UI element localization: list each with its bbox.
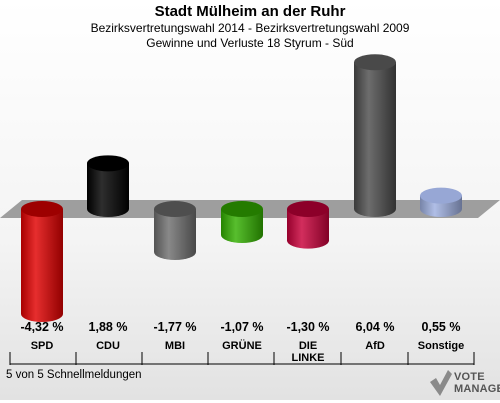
category-axis <box>9 352 475 365</box>
chart-header: Stadt Mülheim an der Ruhr Bezirksvertret… <box>0 2 500 51</box>
category-label-sonstige: Sonstige <box>418 340 464 352</box>
value-label-mbi: -1,77 % <box>153 320 196 334</box>
category-label-mbi: MBI <box>165 340 185 352</box>
chart-title: Stadt Mülheim an der Ruhr <box>154 3 346 20</box>
value-label-grüne: -1,07 % <box>220 320 263 334</box>
category-label-spd: SPD <box>31 340 54 352</box>
bars-group <box>21 54 462 322</box>
bar-grüne <box>221 201 263 244</box>
chart-subtitle-district: Gewinne und Verluste 18 Styrum - Süd <box>146 36 354 50</box>
value-label-spd: -4,32 % <box>20 320 63 334</box>
checkmark-logo-icon <box>430 370 452 396</box>
bar-die-linke <box>287 201 329 249</box>
bar-spd <box>21 201 63 322</box>
labels-group: -4,32 % SPD 1,88 % CDU -1,77 % MBI -1,07 % GRÜN… <box>20 320 464 364</box>
category-label-cdu: CDU <box>96 340 120 352</box>
bar-mbi <box>154 201 196 261</box>
value-label-cdu: 1,88 % <box>89 320 128 334</box>
chart-subtitle-election: Bezirksvertretungswahl 2014 - Bezirksver… <box>90 21 410 35</box>
logo-wordmark: VOTE MANAGER <box>454 371 500 395</box>
value-label-die-linke: -1,30 % <box>286 320 329 334</box>
report-status: 5 von 5 Schnellmeldungen <box>6 369 142 381</box>
value-label-sonstige: 0,55 % <box>422 320 461 334</box>
bar-cdu <box>87 155 129 217</box>
category-label-die-linke: DIE LINKE <box>292 340 325 364</box>
bar-afd <box>354 54 396 217</box>
category-label-afd: AfD <box>365 340 385 352</box>
category-label-grüne: GRÜNE <box>222 339 262 352</box>
vote-manager-logo: VOTE MANAGER <box>428 368 500 400</box>
value-label-afd: 6,04 % <box>356 320 395 334</box>
bar-sonstige <box>420 187 462 217</box>
